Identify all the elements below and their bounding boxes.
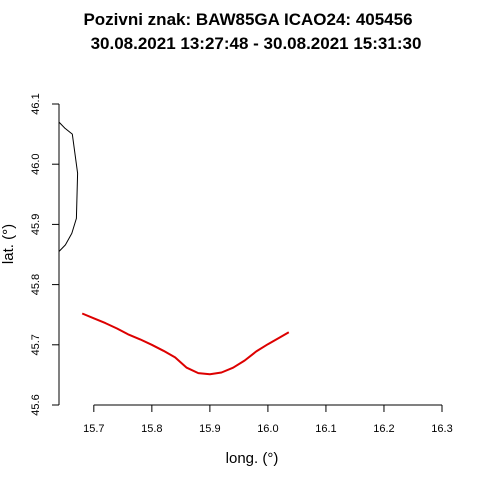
y-tick-label: 45.6: [30, 394, 42, 415]
series-line-2: [81, 312, 290, 376]
chart-subtitle: 30.08.2021 13:27:48 - 30.08.2021 15:31:3…: [91, 34, 422, 53]
y-tick-label: 46.0: [30, 153, 42, 174]
x-tick-label: 15.8: [141, 423, 162, 435]
y-axis: 45.6 45.7 45.8 45.9 46.0 46.1: [30, 93, 60, 416]
x-tick-label: 15.7: [83, 423, 104, 435]
x-tick-label: 16.1: [315, 423, 336, 435]
x-tick-label: 16.3: [431, 423, 452, 435]
series-line-1: [58, 121, 79, 252]
y-tick-label: 45.8: [30, 274, 42, 295]
y-tick-label: 45.7: [30, 334, 42, 355]
y-tick-label: 46.1: [30, 93, 42, 114]
x-axis: 15.7 15.8 15.9 16.0 16.1 16.2 16.3: [83, 404, 453, 435]
y-tick-label: 45.9: [30, 214, 42, 235]
x-tick-label: 15.9: [199, 423, 220, 435]
y-axis-label: lat. (°): [0, 224, 17, 264]
x-tick-label: 16.2: [373, 423, 394, 435]
x-axis-label: long. (°): [226, 450, 279, 467]
x-tick-label: 16.0: [257, 423, 278, 435]
plot-area: [58, 121, 290, 376]
chart-title: Pozivni znak: BAW85GA ICAO24: 405456: [83, 10, 412, 29]
